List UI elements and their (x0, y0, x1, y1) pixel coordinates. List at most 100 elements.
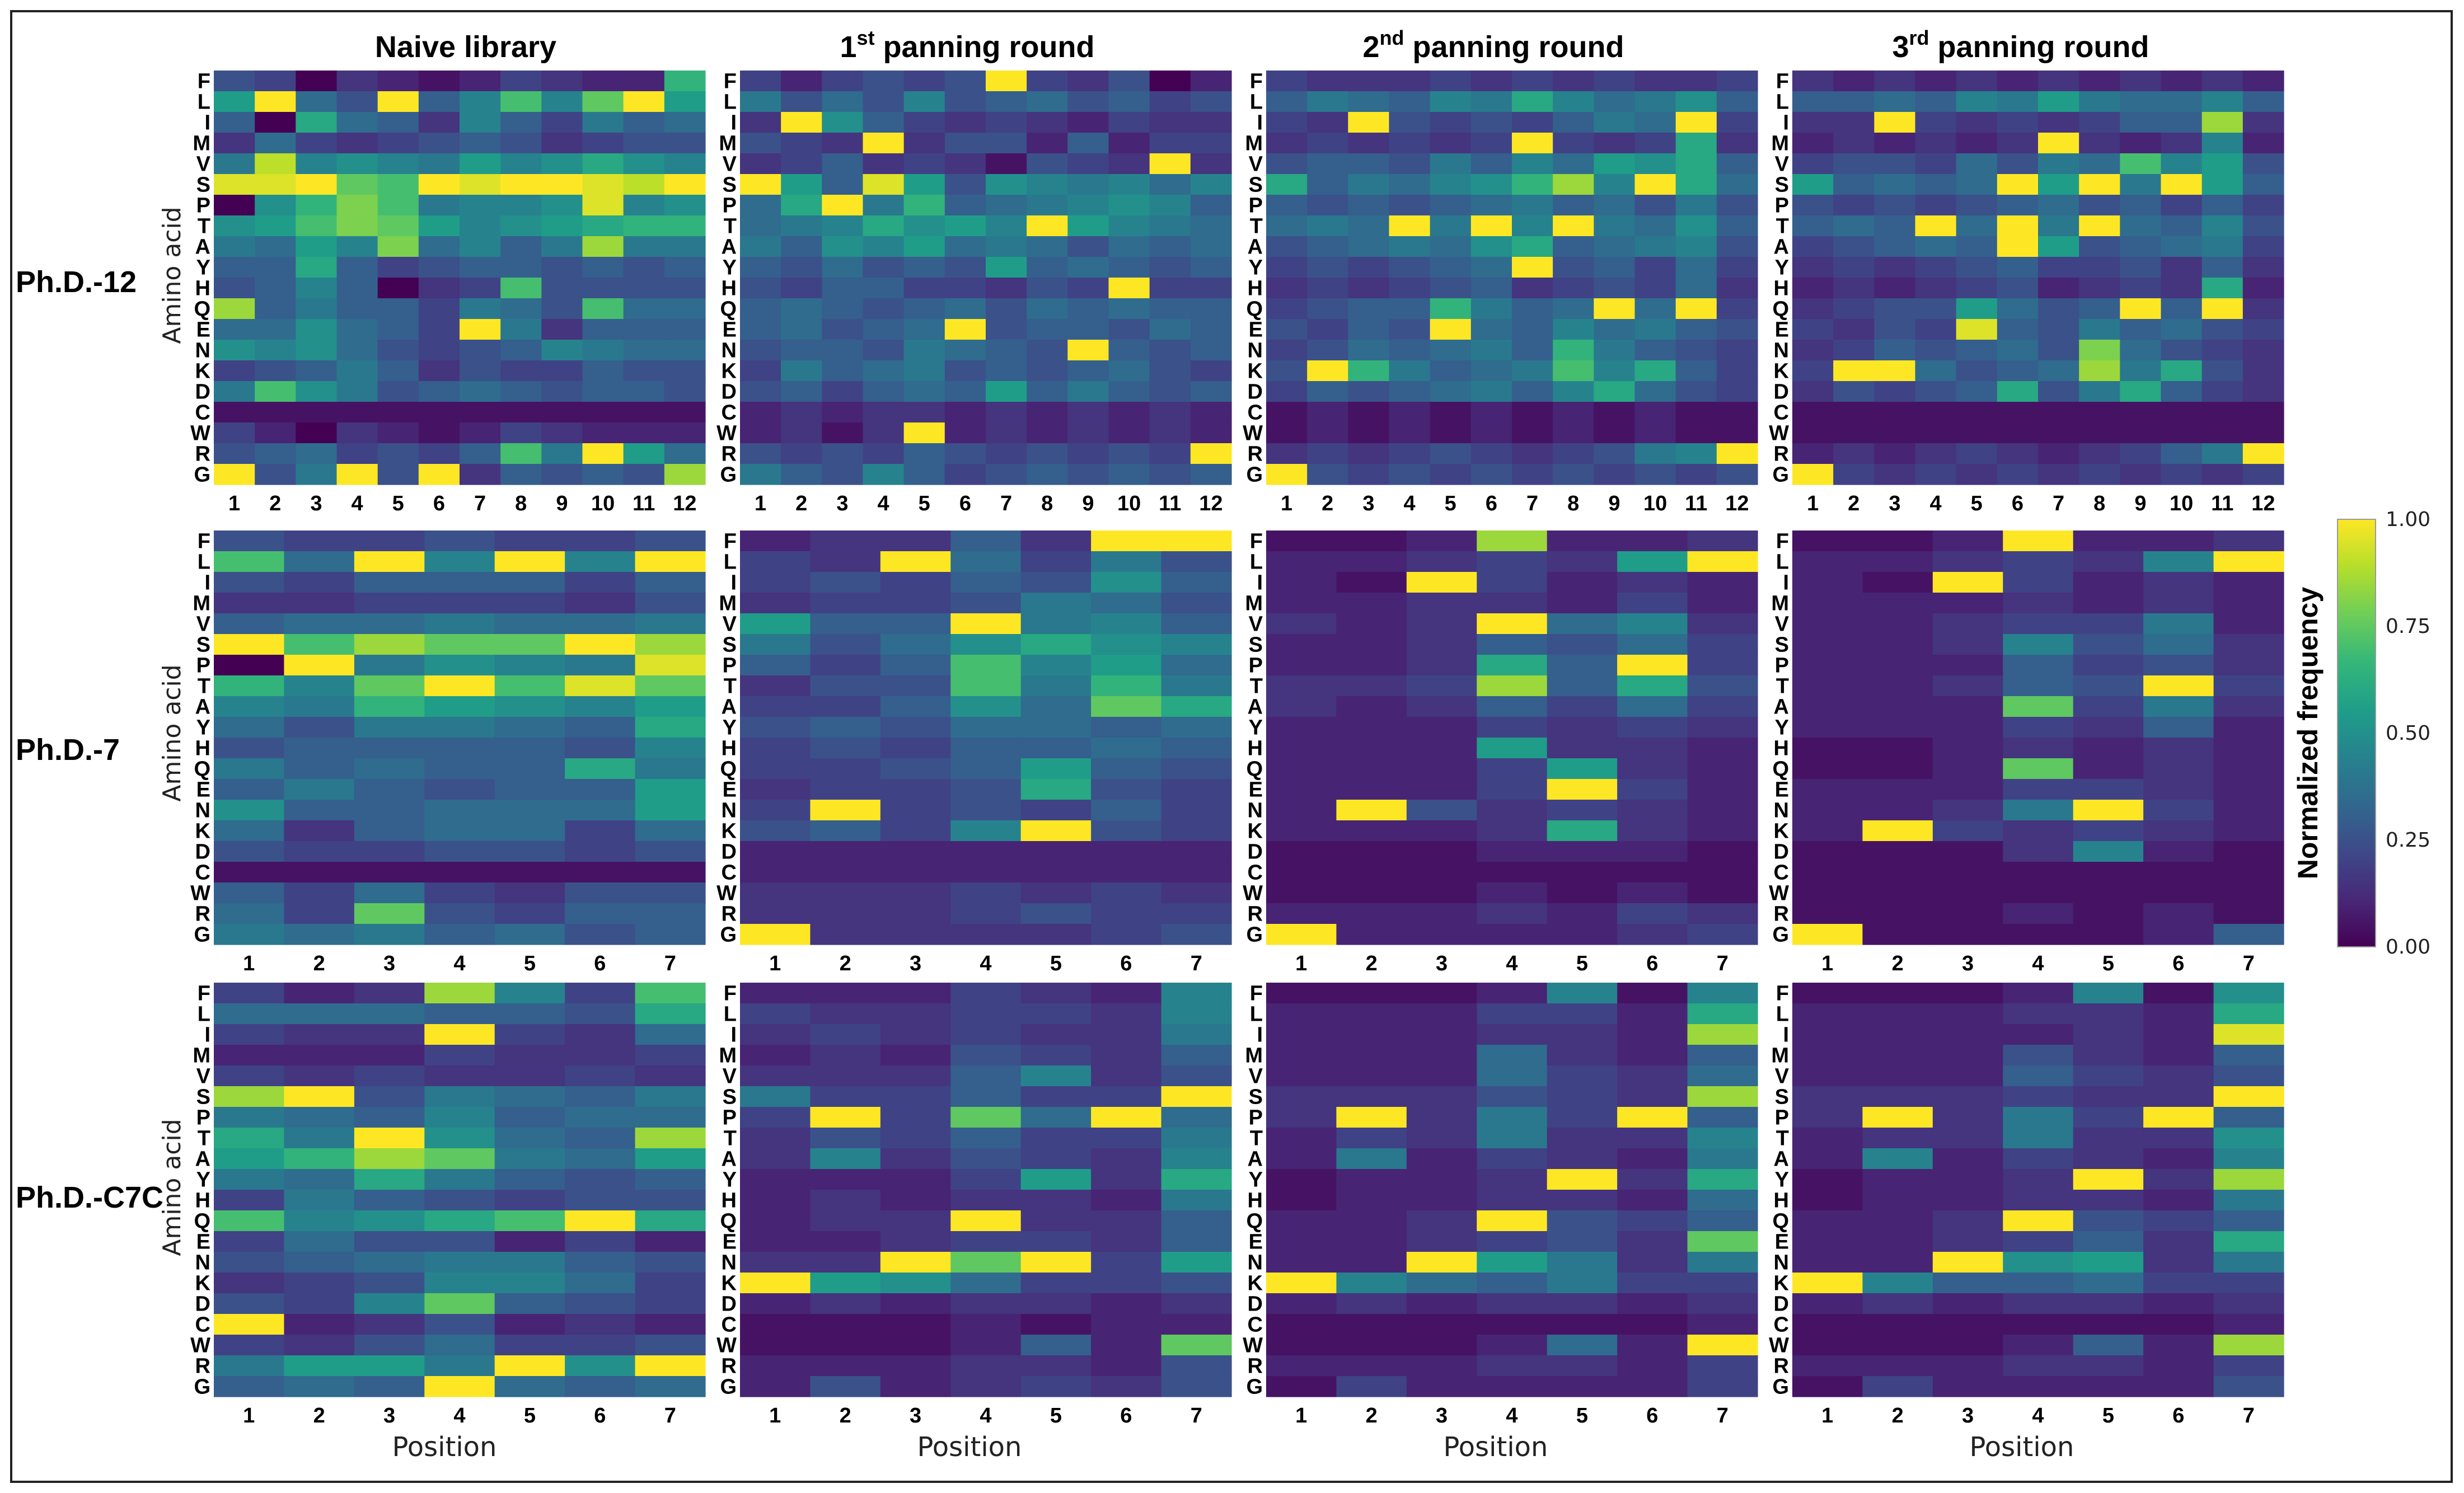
heatmap-cell (582, 153, 624, 175)
heatmap-cell (296, 422, 338, 444)
heatmap-cell (424, 779, 495, 800)
heatmap-cell (418, 381, 460, 402)
heatmap-cell (880, 572, 951, 593)
heatmap-cell (1307, 91, 1348, 112)
heatmap-cell (1874, 381, 1916, 402)
heatmap-cell (1617, 1045, 1688, 1066)
heatmap-cell (2161, 278, 2203, 299)
heatmap-cell (1190, 236, 1232, 257)
heatmap-cell (635, 696, 706, 717)
heatmap-cell (1862, 1128, 1933, 1149)
heatmap-cell (2038, 236, 2079, 257)
amino-acid-tick-label: L (1250, 1003, 1263, 1026)
heatmap-cell (494, 1252, 565, 1273)
heatmap-cell (1512, 133, 1553, 154)
heatmap-cell (1675, 422, 1717, 444)
heatmap-cell (424, 675, 495, 697)
heatmap-cell (1336, 551, 1407, 572)
heatmap-cell (1020, 1355, 1092, 1377)
heatmap-cell (1020, 1190, 1092, 1211)
heatmap-cell (781, 319, 822, 340)
heatmap-cell (1874, 195, 1916, 216)
heatmap-cell (2242, 298, 2284, 320)
heatmap-cell (2073, 717, 2144, 738)
heatmap-cell (810, 841, 881, 862)
heatmap-cell (336, 381, 378, 402)
heatmap-cell (1792, 983, 1863, 1004)
heatmap-cell (1406, 1024, 1477, 1045)
heatmap-cell (1716, 360, 1758, 382)
heatmap-cell (1792, 298, 1834, 320)
heatmap-cell (1020, 903, 1092, 924)
heatmap-cell (2213, 903, 2284, 924)
heatmap-cell (1406, 903, 1477, 924)
heatmap-cell (2161, 464, 2203, 485)
position-tick-label: 1 (769, 1404, 781, 1428)
heatmap-cell (1547, 1148, 1618, 1170)
heatmap-cell (2161, 443, 2203, 464)
amino-acid-tick-label: V (1775, 153, 1790, 176)
heatmap-cell (424, 572, 495, 593)
heatmap-cell (1862, 1190, 1933, 1211)
heatmap-cell (740, 1107, 811, 1128)
heatmap-cell (1307, 174, 1348, 195)
amino-acid-tick-label: M (193, 592, 210, 616)
heatmap-cell (1266, 613, 1337, 635)
heatmap-cell (880, 717, 951, 738)
heatmap-cell (950, 1314, 1022, 1335)
heatmap-cell (1348, 381, 1390, 402)
amino-acid-tick-label: V (723, 613, 737, 636)
heatmap-cell (2003, 613, 2074, 635)
heatmap-cell (354, 1045, 425, 1066)
heatmap-cell (214, 924, 285, 945)
heatmap-cell (903, 422, 945, 444)
heatmap-cell (635, 983, 706, 1004)
heatmap-cell (740, 717, 811, 738)
heatmap-cell (1149, 236, 1191, 257)
heatmap-cell (1547, 1273, 1618, 1294)
heatmap-cell (2143, 758, 2214, 780)
heatmap-cell (336, 236, 378, 257)
heatmap-cell (500, 422, 542, 444)
heatmap-cell (903, 298, 945, 320)
heatmap-cell (2120, 91, 2162, 112)
heatmap-cell (1091, 1231, 1162, 1252)
heatmap-cell (2143, 1314, 2214, 1335)
heatmap-cell (1932, 1190, 2003, 1211)
heatmap-cell (1792, 1065, 1863, 1087)
heatmap-cell (2073, 1024, 2144, 1045)
heatmap-cell (354, 738, 425, 759)
amino-acid-tick-label: F (1776, 70, 1789, 93)
amino-acid-tick-label: E (1775, 1231, 1789, 1254)
heatmap-cell (1675, 443, 1717, 464)
heatmap-cell (1477, 613, 1548, 635)
heatmap-cell (1336, 800, 1407, 821)
heatmap-cell (810, 738, 881, 759)
heatmap-cell (2161, 381, 2203, 402)
amino-acid-tick-label: W (1243, 1334, 1263, 1358)
heatmap-cell (1547, 1107, 1618, 1128)
heatmap-cell (1997, 195, 2039, 216)
heatmap-cell (2143, 1335, 2214, 1356)
heatmap-cell (565, 841, 636, 862)
position-tick-label: 11 (1685, 492, 1707, 515)
heatmap-cell (214, 1293, 285, 1314)
heatmap-cell (424, 593, 495, 614)
heatmap-cell (1833, 298, 1875, 320)
colorbar-tick-050: 0.50 (2386, 722, 2430, 745)
heatmap-cell (494, 1065, 565, 1087)
amino-acid-tick-label: L (1250, 91, 1263, 114)
heatmap-cell (740, 655, 811, 676)
heatmap-cell (424, 1169, 495, 1190)
heatmap-cell (2073, 593, 2144, 614)
heatmap-cell (541, 71, 583, 92)
heatmap-cell (418, 298, 460, 320)
heatmap-cell (1307, 422, 1348, 444)
heatmap-cell (354, 1355, 425, 1377)
heatmap-cell (377, 422, 419, 444)
amino-acid-tick-label: K (1774, 820, 1790, 843)
heatmap-cell (1091, 1045, 1162, 1066)
